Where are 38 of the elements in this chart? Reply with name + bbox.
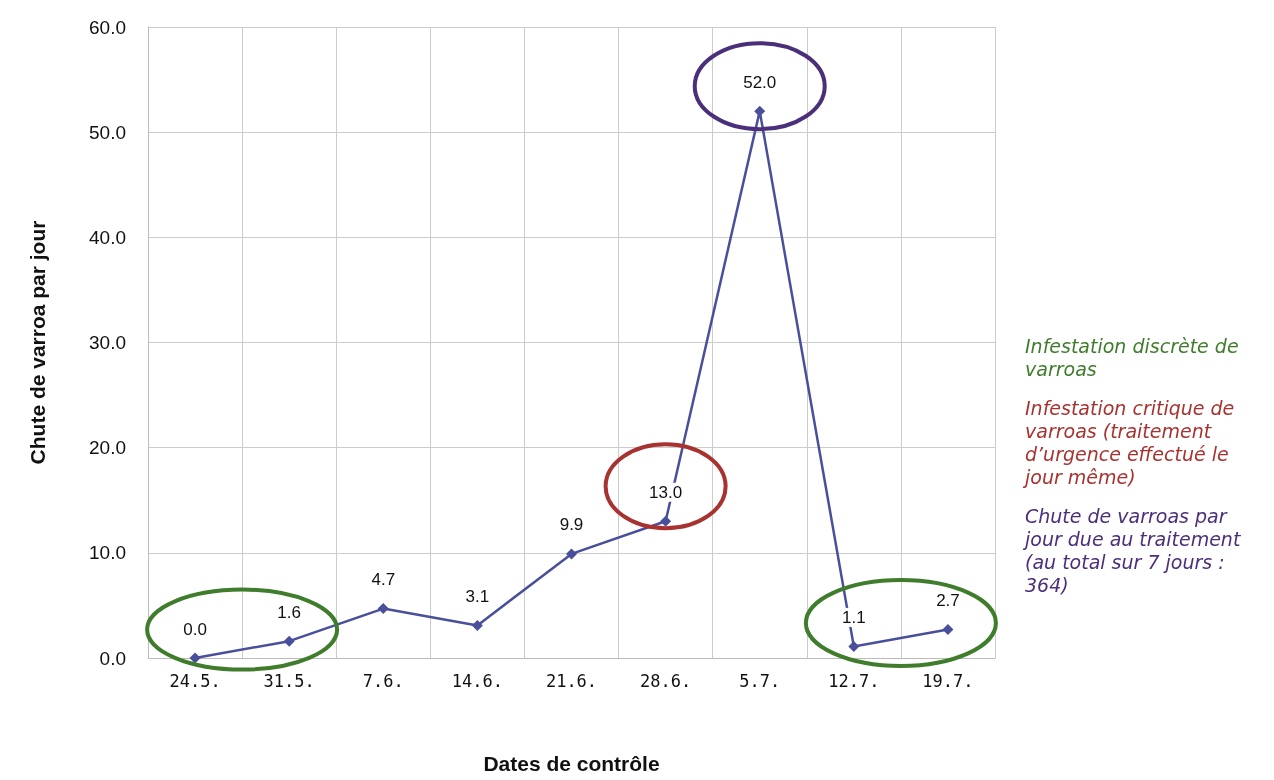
x-tick-label: 5.7. xyxy=(739,670,781,691)
data-label: 52.0 xyxy=(743,72,777,92)
x-axis-title: Dates de contrôle xyxy=(483,752,660,775)
x-tick-label: 28.6. xyxy=(640,670,692,691)
text: Infestation discrète de varroas xyxy=(1025,335,1240,381)
data-label: 13.0 xyxy=(649,482,683,502)
point xyxy=(377,603,389,615)
y-tick-label: 0.0 xyxy=(99,647,126,669)
data-label: 9.9 xyxy=(559,515,584,535)
text: Chute de varroas par jour due au traitement (au total sur 7 jours : 364) xyxy=(1025,505,1242,597)
y-axis-title: Chute de varroa par jour xyxy=(26,220,49,465)
data-label: 1.1 xyxy=(842,607,866,627)
y-tick-label: 20.0 xyxy=(89,437,126,459)
x-tick-label: 24.5. xyxy=(169,670,221,691)
y-tick-label: 60.0 xyxy=(89,16,126,38)
x-tick-label: 12.7. xyxy=(828,670,880,691)
y-tick-label: 50.0 xyxy=(89,121,126,143)
point xyxy=(566,548,577,560)
point xyxy=(471,619,483,631)
x-tick-label: 7.6. xyxy=(362,670,404,691)
point xyxy=(189,652,201,664)
data-label: 1.6 xyxy=(277,602,301,622)
x-tick-label: 19.7. xyxy=(922,670,974,691)
y-tick-label: 30.0 xyxy=(89,332,126,353)
point xyxy=(848,640,860,652)
data-label: 4.7 xyxy=(371,570,396,590)
data-label: 3.1 xyxy=(465,586,490,606)
point xyxy=(283,635,295,647)
data-label: 2.7 xyxy=(936,591,960,611)
x-tick-label: 14.6. xyxy=(451,670,503,691)
y-tick-label: 10.0 xyxy=(89,542,126,564)
text: Infestation critique de varroas (traitement d’urgence effectué le jour même) xyxy=(1025,397,1236,489)
point xyxy=(942,624,954,636)
x-tick-label: 31.5. xyxy=(263,670,315,691)
x-tick-label: 21.6. xyxy=(545,670,598,691)
data-label: 0.0 xyxy=(183,619,207,639)
point xyxy=(660,515,672,527)
y-tick-label: 40.0 xyxy=(89,226,126,248)
